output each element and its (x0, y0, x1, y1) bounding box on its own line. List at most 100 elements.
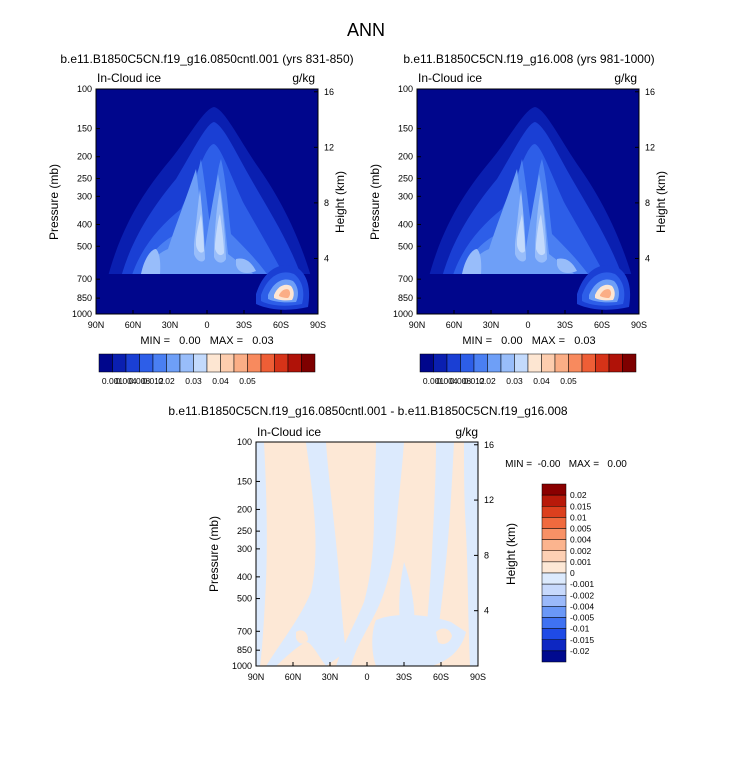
colorbar-swatch (541, 617, 567, 629)
colorbar-label: -0.01 (570, 624, 590, 634)
colorbar-swatch (541, 606, 567, 618)
ytick-label: 250 (77, 174, 92, 184)
colorbar-swatch (541, 550, 567, 563)
panel-1-ylabel: Pressure (mb) (47, 164, 61, 240)
y2tick-label: 12 (645, 142, 655, 152)
colorbar-swatch (287, 353, 302, 373)
ytick-label: 200 (77, 152, 92, 162)
colorbar-label: 0.012 (463, 376, 485, 386)
colorbar-label: 0.001 (570, 557, 592, 567)
colorbar-label: 0.004 (115, 376, 137, 386)
y2tick-label: 12 (324, 142, 334, 152)
xtick-label: 30S (396, 672, 412, 682)
y2tick-label: 16 (645, 87, 655, 97)
colorbar-swatch (595, 353, 610, 373)
panel-3: b.e11.B1850C5CN.f19_g16.0850cntl.001 - b… (168, 404, 627, 682)
ytick-label: 100 (237, 437, 252, 447)
colorbar-label: 0.04 (212, 376, 229, 386)
colorbar-swatch (608, 353, 623, 373)
colorbar-swatch (541, 650, 567, 663)
xtick-label: 30S (236, 320, 252, 330)
ytick-label: 150 (398, 124, 413, 134)
ytick-label: 850 (237, 645, 252, 655)
panel-1-variable: In-Cloud ice (97, 71, 161, 85)
panel-3-units: g/kg (455, 425, 478, 439)
xtick-label: 60S (433, 672, 449, 682)
colorbar-swatch (581, 353, 596, 373)
colorbar-swatch (433, 353, 448, 373)
ytick-label: 400 (398, 219, 413, 229)
colorbar-label: 0.02 (479, 376, 496, 386)
panel-1-y2label: Height (km) (333, 171, 347, 233)
colorbar-swatch (622, 353, 637, 373)
colorbar-swatch (193, 353, 208, 373)
colorbar-swatch (541, 528, 567, 540)
colorbar-swatch (487, 353, 502, 373)
colorbar-swatch (541, 506, 567, 518)
colorbar-swatch (541, 561, 567, 574)
colorbar-label: 0.01 (570, 512, 587, 522)
colorbar-swatch (527, 353, 542, 373)
colorbar-swatch (541, 353, 556, 373)
y2tick-label: 4 (324, 253, 329, 263)
colorbar-swatch (179, 353, 194, 373)
panel-2-title: b.e11.B1850C5CN.f19_g16.008 (yrs 981-100… (403, 52, 654, 66)
panel-2-variable: In-Cloud ice (418, 71, 482, 85)
colorbar-swatch (152, 353, 167, 373)
panel-3-min-max: MIN = -0.00 MAX = 0.00 (505, 459, 627, 470)
panel-2-units: g/kg (614, 71, 637, 85)
colorbar-swatch (460, 353, 475, 373)
colorbar-label: 0.03 (185, 376, 202, 386)
xtick-label: 90N (248, 672, 265, 682)
ytick-label: 850 (398, 293, 413, 303)
y2tick-label: 4 (645, 253, 650, 263)
ytick-label: 250 (398, 174, 413, 184)
xtick-label: 60N (125, 320, 142, 330)
colorbar-swatch (274, 353, 289, 373)
panel-3-title: b.e11.B1850C5CN.f19_g16.0850cntl.001 - b… (168, 404, 568, 418)
colorbar-label: 0.015 (570, 501, 592, 511)
ytick-label: 300 (398, 191, 413, 201)
ytick-label: 400 (77, 219, 92, 229)
xtick-label: 90S (631, 320, 647, 330)
xtick-label: 0 (364, 672, 369, 682)
colorbar-swatch (125, 353, 140, 373)
colorbar-swatch (112, 353, 127, 373)
ytick-label: 700 (77, 274, 92, 284)
ytick-label: 850 (77, 293, 92, 303)
colorbar-swatch (98, 353, 113, 373)
colorbar-label: -0.004 (570, 601, 594, 611)
y2tick-label: 4 (484, 606, 489, 616)
ytick-label: 700 (237, 626, 252, 636)
ytick-label: 100 (398, 84, 413, 94)
ytick-label: 200 (398, 152, 413, 162)
ytick-label: 150 (77, 124, 92, 134)
ytick-label: 500 (398, 241, 413, 251)
y2tick-label: 8 (484, 550, 489, 560)
panel-1-units: g/kg (292, 71, 315, 85)
xtick-label: 90S (470, 672, 486, 682)
colorbar-label: 0.001 (423, 376, 445, 386)
panel-2-y2label: Height (km) (654, 171, 668, 233)
ytick-label: 150 (237, 476, 252, 486)
panel-1-contour-field (96, 89, 318, 314)
colorbar-label: 0.05 (560, 376, 577, 386)
colorbar-label: 0.012 (142, 376, 164, 386)
panel-1-title: b.e11.B1850C5CN.f19_g16.0850cntl.001 (yr… (60, 52, 353, 66)
colorbar-label: 0.005 (570, 524, 592, 534)
colorbar-swatch (233, 353, 248, 373)
panel-1: b.e11.B1850C5CN.f19_g16.0850cntl.001 (yr… (47, 52, 354, 386)
ytick-label: 1000 (72, 309, 92, 319)
colorbar-label: -0.002 (570, 590, 594, 600)
colorbar-swatch (541, 639, 567, 652)
panel-2: b.e11.B1850C5CN.f19_g16.008 (yrs 981-100… (368, 52, 668, 386)
y2tick-label: 8 (324, 198, 329, 208)
ytick-label: 1000 (393, 309, 413, 319)
xtick-label: 0 (525, 320, 530, 330)
colorbar-swatch (568, 353, 583, 373)
y2tick-label: 8 (645, 198, 650, 208)
colorbar-swatch (206, 353, 221, 373)
